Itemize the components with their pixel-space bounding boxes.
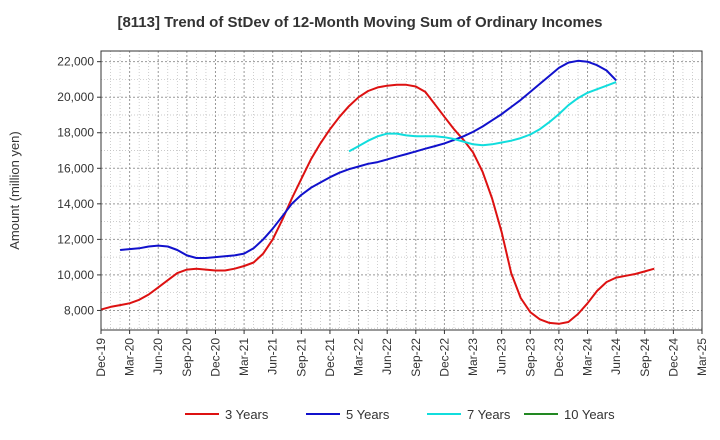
x-tick-label: Mar-23	[466, 338, 480, 376]
chart-title: [8113] Trend of StDev of 12-Month Moving…	[117, 14, 603, 31]
legend: 3 Years 5 Years 7 Years 10 Years	[185, 407, 615, 422]
grid	[100, 51, 703, 330]
x-tick-label: Dec-24	[666, 338, 680, 377]
legend-label: 10 Years	[564, 407, 615, 422]
plot-frame	[100, 50, 703, 331]
y-tick-label: 8,000	[64, 303, 94, 317]
series-line-7-years	[348, 81, 617, 153]
x-tick-label: Mar-20	[123, 338, 137, 376]
legend-label: 5 Years	[346, 407, 390, 422]
x-tick-label: Sep-23	[523, 338, 537, 377]
x-tick-label: Dec-22	[437, 338, 451, 377]
x-tick-label: Mar-24	[581, 338, 595, 376]
legend-label: 7 Years	[467, 407, 511, 422]
series-line-5-years	[120, 59, 617, 259]
x-tick-label: Sep-21	[294, 338, 308, 377]
x-tick-label: Dec-20	[208, 338, 222, 377]
x-tick-label: Jun-21	[266, 338, 280, 375]
series-line-3-years	[100, 83, 655, 325]
y-tick-label: 16,000	[57, 161, 94, 175]
y-tick-label: 14,000	[57, 197, 94, 211]
y-tick-label: 20,000	[57, 90, 94, 104]
series-lines	[100, 59, 655, 325]
y-tick-label: 10,000	[57, 268, 94, 282]
y-axis-title: Amount (million yen)	[7, 131, 22, 250]
x-tick-label: Dec-21	[323, 338, 337, 377]
x-tick-label: Jun-23	[495, 338, 509, 375]
x-tick-label: Jun-20	[151, 338, 165, 375]
x-tick-label: Sep-24	[638, 338, 652, 377]
x-tick-label: Dec-23	[552, 338, 566, 377]
x-tick-label: Sep-20	[180, 338, 194, 377]
x-tick-label: Jun-22	[380, 338, 394, 375]
y-tick-label: 22,000	[57, 55, 94, 69]
y-tick-label: 12,000	[57, 232, 94, 246]
x-tick-label: Dec-19	[94, 338, 108, 377]
x-tick-label: Mar-25	[695, 338, 709, 376]
y-tick-label: 18,000	[57, 126, 94, 140]
x-tick-label: Mar-22	[352, 338, 366, 376]
x-tick-label: Jun-24	[609, 338, 623, 375]
x-tick-label: Mar-21	[237, 338, 251, 376]
legend-label: 3 Years	[225, 407, 269, 422]
axes: Dec-19 Mar-20 Jun-20 Sep-20 Dec-20 Mar-21 Jun-…	[7, 50, 709, 377]
x-tick-label: Sep-22	[409, 338, 423, 377]
